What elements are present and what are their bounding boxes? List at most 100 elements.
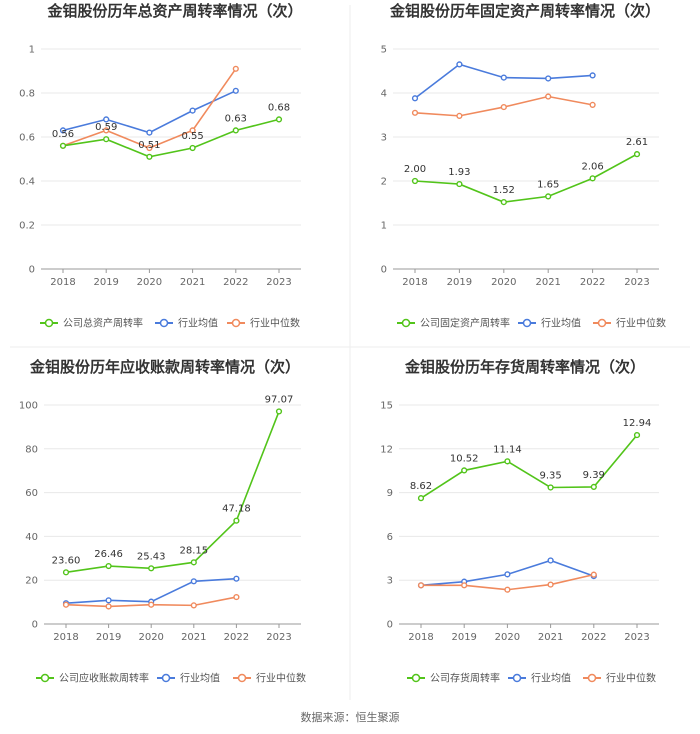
data-point-company[interactable]: [232, 127, 239, 134]
data-point-median[interactable]: [146, 144, 153, 152]
legend-item-company[interactable]: 公司固定资产周转率: [397, 317, 510, 330]
data-point-median[interactable]: [589, 101, 596, 108]
x-tick-label: 2018: [402, 277, 427, 288]
data-point-median[interactable]: [103, 127, 110, 134]
data-point-company[interactable]: [275, 116, 283, 123]
data-point-company[interactable]: [59, 142, 67, 149]
data-point-company[interactable]: [146, 153, 153, 160]
x-tick-label: 2019: [96, 632, 121, 643]
data-point-company[interactable]: [417, 495, 425, 502]
data-point-median[interactable]: [232, 65, 239, 72]
data-label: 12.94: [623, 418, 652, 429]
data-point-company[interactable]: [189, 144, 196, 152]
data-point-company[interactable]: [105, 562, 112, 570]
legend-item-median[interactable]: 行业中位数: [593, 317, 666, 330]
data-point-avg[interactable]: [189, 107, 196, 114]
data-point-median[interactable]: [148, 601, 155, 608]
legend-marker: [161, 673, 171, 683]
data-point-company[interactable]: [233, 517, 240, 524]
data-point-company[interactable]: [590, 483, 597, 491]
x-tick-label: 2018: [53, 632, 78, 643]
data-point-median[interactable]: [189, 127, 196, 134]
y-tick-label: 1: [381, 221, 387, 232]
chart-panel-4: 金钼股份历年存货周转率情况（次） 0 3 6 9 12 15 2018 2019 2020 2021…: [380, 358, 659, 685]
data-point-avg[interactable]: [500, 74, 507, 81]
data-point-median[interactable]: [411, 109, 419, 116]
data-point-avg[interactable]: [589, 72, 596, 79]
data-point-median[interactable]: [504, 586, 511, 593]
data-point-median[interactable]: [105, 603, 112, 610]
data-point-avg[interactable]: [411, 95, 419, 102]
legend-marker: [401, 318, 411, 328]
data-label: 0.55: [181, 131, 203, 142]
legend-item-median[interactable]: 行业中位数: [227, 317, 300, 330]
data-point-median[interactable]: [461, 582, 468, 589]
y-tick-label: 60: [25, 488, 38, 499]
data-point-avg[interactable]: [59, 127, 67, 134]
data-point-avg[interactable]: [105, 597, 112, 604]
chart-title: 金钼股份历年固定资产周转率情况（次）: [389, 2, 660, 20]
data-point-avg[interactable]: [456, 61, 463, 68]
legend-label: 行业均值: [541, 317, 581, 330]
data-point-avg[interactable]: [233, 575, 240, 582]
legend-label: 行业中位数: [256, 672, 306, 685]
legend-marker: [411, 673, 421, 683]
data-label: 1.65: [537, 179, 559, 190]
data-label: 0.56: [52, 129, 74, 140]
data-point-median[interactable]: [62, 601, 70, 608]
data-point-median[interactable]: [500, 103, 507, 111]
x-tick-label: 2022: [580, 277, 605, 288]
y-tick-label: 5: [381, 45, 387, 56]
data-point-median[interactable]: [190, 602, 197, 609]
data-point-avg[interactable]: [504, 571, 511, 578]
data-point-avg[interactable]: [547, 557, 554, 564]
data-label: 8.62: [410, 481, 432, 492]
data-point-median[interactable]: [547, 581, 554, 588]
legend-label: 行业均值: [178, 317, 218, 330]
series-line-company: [65, 411, 280, 574]
legend-item-avg[interactable]: 行业均值: [508, 672, 571, 685]
legend-item-company[interactable]: 公司应收账款周转率: [36, 672, 149, 685]
x-tick-label: 2021: [535, 277, 560, 288]
data-point-company[interactable]: [500, 199, 507, 206]
data-point-median[interactable]: [590, 571, 597, 578]
chart-panel-3: 金钼股份历年应收账款周转率情况（次） 0 20 40 60 80 100 2018 2019 20…: [19, 358, 306, 685]
data-point-company[interactable]: [589, 175, 596, 182]
data-point-median[interactable]: [417, 582, 425, 589]
data-point-company[interactable]: [461, 467, 468, 474]
data-point-avg[interactable]: [190, 578, 197, 585]
data-point-company[interactable]: [103, 136, 110, 143]
data-point-company[interactable]: [411, 177, 419, 185]
data-point-median[interactable]: [456, 112, 463, 119]
data-point-company[interactable]: [62, 569, 70, 576]
legend-marker: [512, 673, 522, 683]
legend-item-avg[interactable]: 行业均值: [157, 672, 220, 685]
data-point-avg[interactable]: [103, 116, 110, 123]
legend-item-company[interactable]: 公司总资产周转率: [40, 317, 143, 330]
data-point-company[interactable]: [275, 408, 283, 415]
legend-item-company[interactable]: 公司存货周转率: [407, 672, 500, 685]
data-point-avg[interactable]: [545, 75, 552, 82]
legend-item-avg[interactable]: 行业均值: [155, 317, 218, 330]
data-point-median[interactable]: [545, 93, 552, 100]
data-point-company[interactable]: [633, 431, 641, 439]
data-label: 97.07: [265, 394, 294, 405]
data-label: 2.00: [404, 164, 426, 175]
y-tick-label: 80: [25, 444, 38, 455]
data-point-company[interactable]: [190, 559, 197, 566]
y-tick-label: 6: [387, 532, 393, 543]
legend-item-avg[interactable]: 行业均值: [518, 317, 581, 330]
x-tick-label: 2019: [93, 277, 118, 288]
data-point-avg[interactable]: [232, 87, 239, 94]
data-point-company[interactable]: [633, 151, 641, 158]
data-point-avg[interactable]: [146, 129, 153, 136]
data-point-company[interactable]: [545, 193, 552, 200]
data-point-company[interactable]: [148, 565, 155, 572]
legend-item-median[interactable]: 行业中位数: [583, 672, 656, 685]
data-point-company[interactable]: [456, 180, 463, 188]
data-point-company[interactable]: [547, 484, 554, 491]
legend-item-median[interactable]: 行业中位数: [233, 672, 306, 685]
data-point-median[interactable]: [233, 593, 240, 601]
data-point-company[interactable]: [504, 458, 511, 465]
data-label: 23.60: [52, 555, 81, 566]
